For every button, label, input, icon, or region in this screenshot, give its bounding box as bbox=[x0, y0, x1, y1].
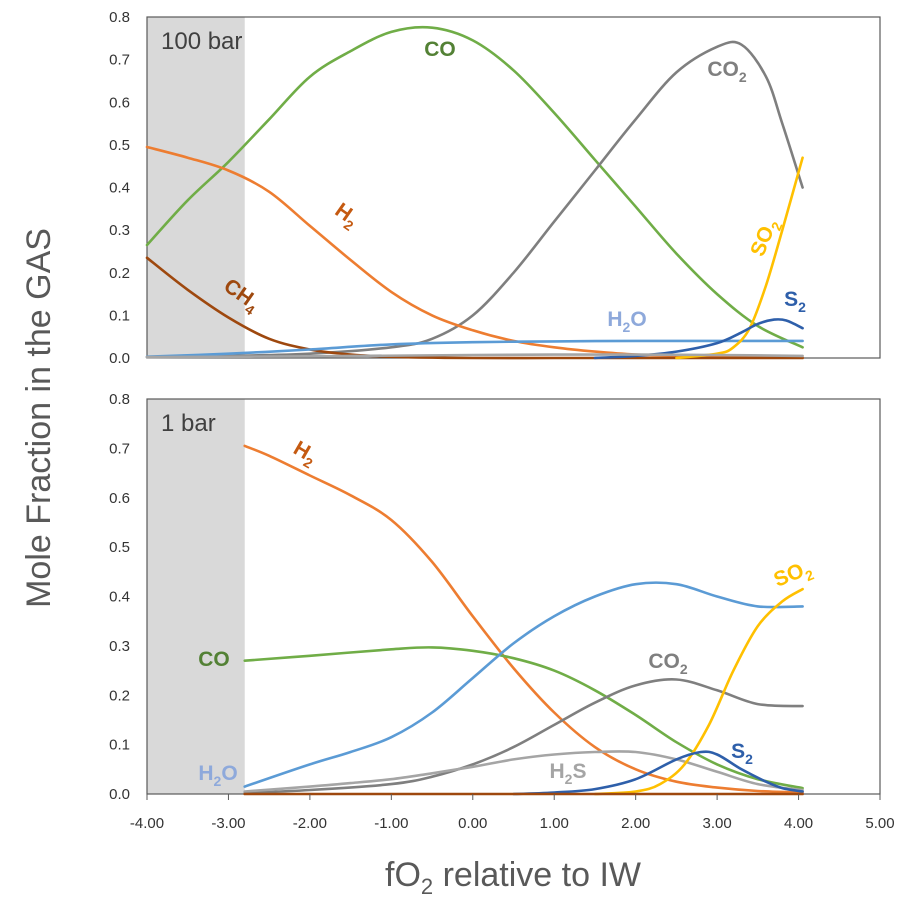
series-label-main: CO bbox=[707, 58, 739, 81]
y-tick-label: 0.4 bbox=[109, 589, 130, 606]
x-tick-label: 3.00 bbox=[703, 815, 732, 832]
series-label-main: S bbox=[731, 740, 745, 763]
shaded-region bbox=[147, 17, 245, 358]
y-tick-label: 0.6 bbox=[109, 94, 130, 111]
series-label-s2: S2 bbox=[784, 288, 806, 315]
series-line-co2 bbox=[243, 678, 804, 795]
series-label-main: H bbox=[607, 308, 622, 331]
series-label-main: CO bbox=[648, 650, 680, 673]
series-label-h2s: H2S bbox=[550, 760, 587, 787]
series-line-ch4 bbox=[145, 256, 804, 360]
x-tick-label: -2.00 bbox=[293, 815, 327, 832]
shaded-region bbox=[147, 399, 245, 794]
x-tick-label: 0.00 bbox=[458, 815, 487, 832]
series-label-co: CO bbox=[424, 38, 456, 61]
series-label-so2: SO2 bbox=[771, 556, 817, 595]
series-label-h2o: H2O bbox=[198, 762, 237, 789]
panel-label: 1 bar bbox=[161, 410, 216, 437]
y-tick-label: 0.6 bbox=[109, 490, 130, 507]
plot-frame bbox=[146, 398, 881, 795]
series-label-co2: CO2 bbox=[648, 650, 688, 677]
series-label-tail: O bbox=[630, 308, 646, 331]
series-label-subscript: 2 bbox=[803, 566, 816, 584]
y-tick-label: 0.0 bbox=[109, 786, 130, 803]
panel-label: 100 bar bbox=[161, 28, 242, 55]
y-tick-label: 0.8 bbox=[109, 9, 130, 26]
series-line-so2 bbox=[593, 587, 804, 796]
series-label-subscript: 2 bbox=[565, 771, 573, 787]
x-tick-label: -4.00 bbox=[130, 815, 164, 832]
series-label-h2o: H2O bbox=[607, 308, 646, 335]
series-label-main: CO bbox=[198, 648, 230, 671]
series-line-so2 bbox=[675, 156, 804, 360]
series-line-h2 bbox=[243, 444, 804, 794]
series-label-tail: O bbox=[221, 762, 237, 785]
series-label-h2: H2 bbox=[328, 199, 362, 234]
series-line-co bbox=[145, 25, 804, 349]
y-tick-label: 0.1 bbox=[109, 307, 130, 324]
series-label-main: SO bbox=[771, 559, 808, 592]
y-tick-label: 0.1 bbox=[109, 737, 130, 754]
x-axis-title-rest: relative to IW bbox=[433, 856, 641, 894]
x-tick-label: -1.00 bbox=[374, 815, 408, 832]
panel-1: 100 bar bbox=[145, 16, 881, 360]
series-label-tail: S bbox=[572, 760, 586, 783]
series-label-co: CO bbox=[198, 648, 230, 671]
panel-2: 1 bar bbox=[146, 398, 881, 796]
y-tick-label: 0.3 bbox=[109, 222, 130, 239]
series-line-h2s bbox=[243, 750, 804, 793]
x-axis-title: fO2 relative to IW bbox=[385, 856, 641, 899]
y-tick-label: 0.2 bbox=[109, 265, 130, 282]
series-line-co bbox=[243, 646, 804, 790]
series-line-h2o bbox=[243, 581, 804, 788]
y-tick-label: 0.2 bbox=[109, 687, 130, 704]
y-axis-title: Mole Fraction in the GAS bbox=[20, 228, 58, 608]
series-label-main: H bbox=[198, 762, 213, 785]
series-line-h2s bbox=[145, 353, 804, 359]
series-label-subscript: 2 bbox=[745, 751, 753, 767]
y-tick-label: 0.7 bbox=[109, 52, 130, 69]
series-label-main: S bbox=[784, 288, 798, 311]
series-label-s2: S2 bbox=[731, 740, 753, 767]
y-tick-label: 0.4 bbox=[109, 180, 130, 197]
x-tick-label: 5.00 bbox=[865, 815, 894, 832]
y-tick-label: 0.3 bbox=[109, 638, 130, 655]
y-tick-label: 0.7 bbox=[109, 440, 130, 457]
axes-layer: 0.0 0.1 0.2 0.3 0.4 0.5 0.6 0.7 0.8 0.0 0.1 0.2 0.3 0… bbox=[109, 9, 894, 832]
series-line-h2o bbox=[145, 339, 804, 358]
y-tick-label: 0.8 bbox=[109, 391, 130, 408]
series-label-main: CO bbox=[424, 38, 456, 61]
x-axis-title-main: fO bbox=[385, 856, 421, 894]
series-label-subscript: 2 bbox=[214, 773, 222, 789]
panels-layer: 100 bar 1 bar bbox=[145, 16, 881, 796]
series-label-subscript: 2 bbox=[680, 661, 688, 677]
series-label-subscript: 2 bbox=[623, 319, 631, 335]
series-label-co2: CO2 bbox=[707, 58, 747, 85]
x-tick-label: 1.00 bbox=[540, 815, 569, 832]
y-tick-label: 0.5 bbox=[109, 539, 130, 556]
series-label-subscript: 2 bbox=[798, 299, 806, 315]
x-tick-label: 4.00 bbox=[784, 815, 813, 832]
x-axis-title-subscript: 2 bbox=[421, 874, 433, 899]
y-tick-label: 0.0 bbox=[109, 350, 130, 367]
x-tick-label: 2.00 bbox=[621, 815, 650, 832]
y-tick-label: 0.5 bbox=[109, 137, 130, 154]
x-tick-label: -3.00 bbox=[211, 815, 245, 832]
plot-frame bbox=[146, 16, 881, 359]
series-line-s2 bbox=[512, 750, 804, 796]
series-label-subscript: 2 bbox=[739, 69, 747, 85]
series-label-main: H bbox=[550, 760, 565, 783]
